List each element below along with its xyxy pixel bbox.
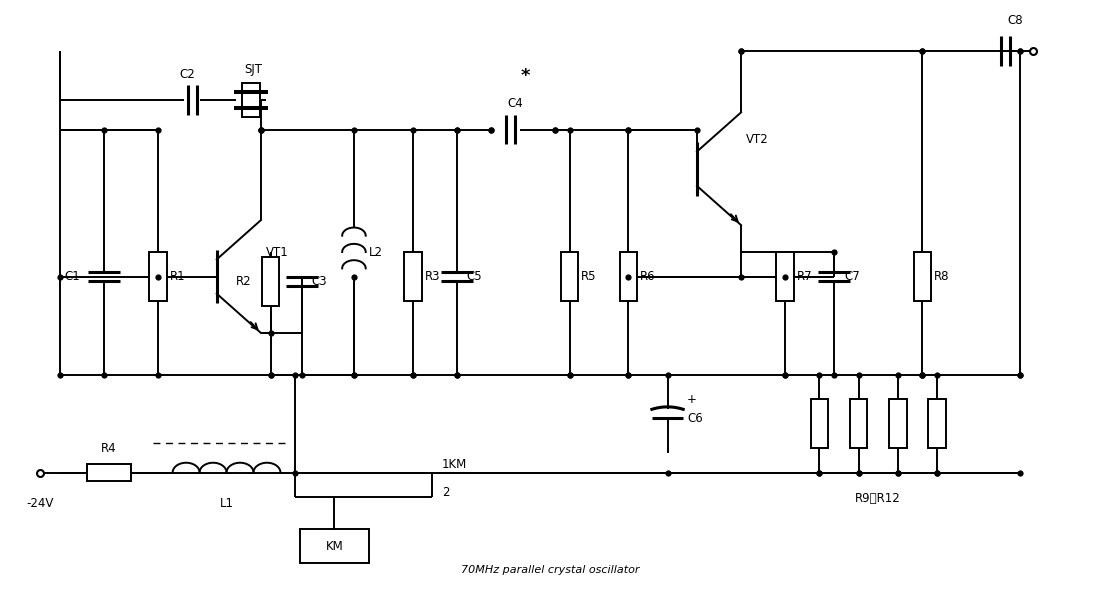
FancyBboxPatch shape [777, 252, 794, 301]
FancyBboxPatch shape [850, 399, 868, 448]
FancyBboxPatch shape [86, 464, 131, 481]
Text: L2: L2 [369, 245, 383, 259]
Text: R6: R6 [640, 270, 655, 283]
Text: C4: C4 [508, 97, 524, 110]
Text: 70MHz parallel crystal oscillator: 70MHz parallel crystal oscillator [461, 565, 639, 576]
FancyBboxPatch shape [149, 252, 166, 301]
Text: R9～R12: R9～R12 [856, 492, 901, 505]
Text: 1KM: 1KM [442, 458, 467, 471]
Text: C8: C8 [1008, 14, 1023, 27]
FancyBboxPatch shape [404, 252, 421, 301]
Text: *: * [521, 67, 531, 85]
FancyBboxPatch shape [561, 252, 579, 301]
Text: -24V: -24V [26, 497, 54, 510]
Text: R7: R7 [796, 270, 813, 283]
FancyBboxPatch shape [928, 399, 946, 448]
Text: R2: R2 [236, 275, 252, 288]
Text: R4: R4 [101, 442, 117, 455]
Text: R1: R1 [170, 270, 185, 283]
Text: SJT: SJT [244, 62, 261, 76]
Text: C5: C5 [467, 270, 482, 283]
Text: 2: 2 [442, 485, 450, 499]
FancyBboxPatch shape [619, 252, 637, 301]
Text: C1: C1 [65, 270, 81, 283]
FancyBboxPatch shape [913, 252, 931, 301]
Text: C3: C3 [312, 275, 327, 288]
Text: VT1: VT1 [266, 245, 289, 259]
Text: C2: C2 [179, 67, 195, 81]
Text: VT2: VT2 [746, 133, 769, 146]
Bar [242, 83, 260, 118]
Text: L1: L1 [220, 497, 233, 510]
Text: R8: R8 [934, 270, 950, 283]
FancyBboxPatch shape [811, 399, 828, 448]
Text: +: + [687, 393, 697, 405]
Text: R3: R3 [424, 270, 440, 283]
Bar [300, 529, 369, 563]
Text: KM: KM [326, 539, 344, 553]
FancyBboxPatch shape [261, 257, 279, 306]
Text: R5: R5 [581, 270, 597, 283]
Text: C7: C7 [843, 270, 860, 283]
FancyBboxPatch shape [889, 399, 907, 448]
Text: C6: C6 [687, 412, 702, 425]
Text: *: * [1021, 0, 1029, 7]
